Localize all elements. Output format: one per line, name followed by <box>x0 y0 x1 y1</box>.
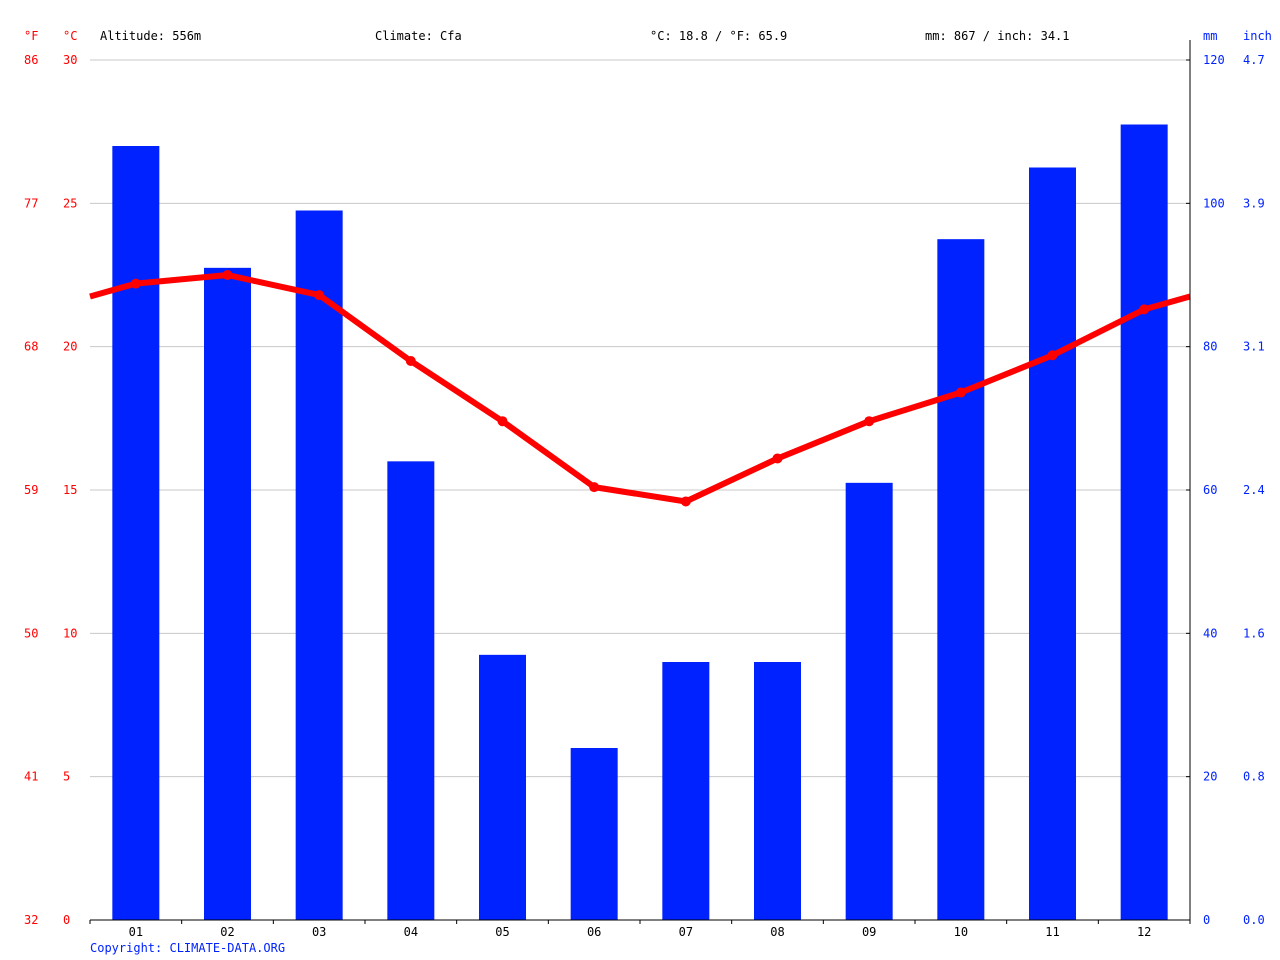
month-tick-label: 08 <box>770 925 784 939</box>
precipitation-bar <box>1029 167 1076 920</box>
month-tick-label: 09 <box>862 925 876 939</box>
mm-tick-label: 100 <box>1203 196 1225 210</box>
precipitation-bar <box>204 267 251 920</box>
inch-tick-label: 1.6 <box>1243 626 1265 640</box>
precipitation-bar <box>112 146 160 920</box>
temperature-line-group <box>89 270 1191 507</box>
fahrenheit-tick-label: 50 <box>24 626 38 640</box>
gridlines <box>90 59 1190 921</box>
fahrenheit-tick-label: 77 <box>24 196 38 210</box>
temperature-point <box>772 453 783 464</box>
precipitation-bar <box>845 482 893 920</box>
precipitation-bar <box>937 239 985 920</box>
copyright-link[interactable]: Copyright: CLIMATE-DATA.ORG <box>90 941 285 955</box>
precipitation-bar <box>479 654 526 920</box>
temperature-point <box>314 290 325 301</box>
month-tick-label: 12 <box>1137 925 1151 939</box>
inch-tick-label: 4.7 <box>1243 53 1265 67</box>
mm-tick-label: 40 <box>1203 626 1217 640</box>
temperature-point <box>130 278 141 289</box>
mm-tick-label: 60 <box>1203 483 1217 497</box>
temperature-average-label: °C: 18.8 / °F: 65.9 <box>650 29 787 43</box>
temperature-point <box>222 270 233 280</box>
celsius-tick-label: 5 <box>63 770 70 784</box>
fahrenheit-tick-label: 59 <box>24 483 38 497</box>
celsius-tick-label: 30 <box>63 53 77 67</box>
fahrenheit-unit-label: °F <box>24 29 38 43</box>
temperature-point <box>955 387 966 398</box>
mm-tick-label: 0 <box>1203 913 1210 927</box>
inch-tick-label: 3.1 <box>1243 340 1265 354</box>
temperature-point <box>589 482 600 493</box>
month-tick-label: 02 <box>220 925 234 939</box>
precipitation-bar <box>662 662 710 920</box>
mm-tick-label: 20 <box>1203 770 1217 784</box>
precipitation-bar <box>387 461 435 920</box>
mm-unit-label: mm <box>1203 29 1217 43</box>
celsius-tick-label: 10 <box>63 626 77 640</box>
mm-tick-label: 80 <box>1203 340 1217 354</box>
precipitation-bars <box>112 124 1168 920</box>
celsius-tick-label: 20 <box>63 340 77 354</box>
temperature-line <box>89 272 1191 505</box>
celsius-tick-label: 25 <box>63 196 77 210</box>
temperature-point <box>864 416 875 427</box>
month-tick-label: 01 <box>129 925 143 939</box>
celsius-unit-label: °C <box>63 29 77 43</box>
inch-tick-label: 0.8 <box>1243 770 1265 784</box>
month-tick-label: 07 <box>679 925 693 939</box>
fahrenheit-tick-label: 32 <box>24 913 38 927</box>
month-tick-label: 04 <box>404 925 418 939</box>
chart-header: °F °C Altitude: 556m Climate: Cfa °C: 18… <box>24 29 1272 43</box>
climate-label: Climate: Cfa <box>375 29 462 43</box>
celsius-tick-label: 0 <box>63 913 70 927</box>
axes <box>89 40 1191 924</box>
precipitation-total-label: mm: 867 / inch: 34.1 <box>925 29 1070 43</box>
month-tick-label: 10 <box>954 925 968 939</box>
temperature-point <box>1047 350 1058 361</box>
precipitation-bar <box>295 210 343 920</box>
inch-unit-label: inch <box>1243 29 1272 43</box>
month-tick-label: 03 <box>312 925 326 939</box>
temperature-point <box>1139 304 1150 315</box>
temperature-point <box>497 416 508 427</box>
precipitation-bar <box>754 662 801 920</box>
month-tick-label: 05 <box>495 925 509 939</box>
fahrenheit-tick-label: 41 <box>24 770 38 784</box>
celsius-tick-label: 15 <box>63 483 77 497</box>
fahrenheit-tick-label: 86 <box>24 53 38 67</box>
inch-tick-label: 3.9 <box>1243 196 1265 210</box>
precipitation-bar <box>1120 124 1168 920</box>
month-tick-label: 11 <box>1045 925 1059 939</box>
temperature-point <box>680 496 691 507</box>
fahrenheit-tick-label: 68 <box>24 340 38 354</box>
precipitation-bar <box>570 748 618 920</box>
temperature-point <box>405 356 416 366</box>
altitude-label: Altitude: 556m <box>100 29 201 43</box>
inch-tick-label: 2.4 <box>1243 483 1265 497</box>
inch-tick-label: 0.0 <box>1243 913 1265 927</box>
mm-tick-label: 120 <box>1203 53 1225 67</box>
tick-labels: 32 0 41 5 50 10 59 15 68 20 77 25 86 30 0 0.0 20 0.8 40 1.6… <box>24 53 1265 939</box>
month-tick-label: 06 <box>587 925 601 939</box>
